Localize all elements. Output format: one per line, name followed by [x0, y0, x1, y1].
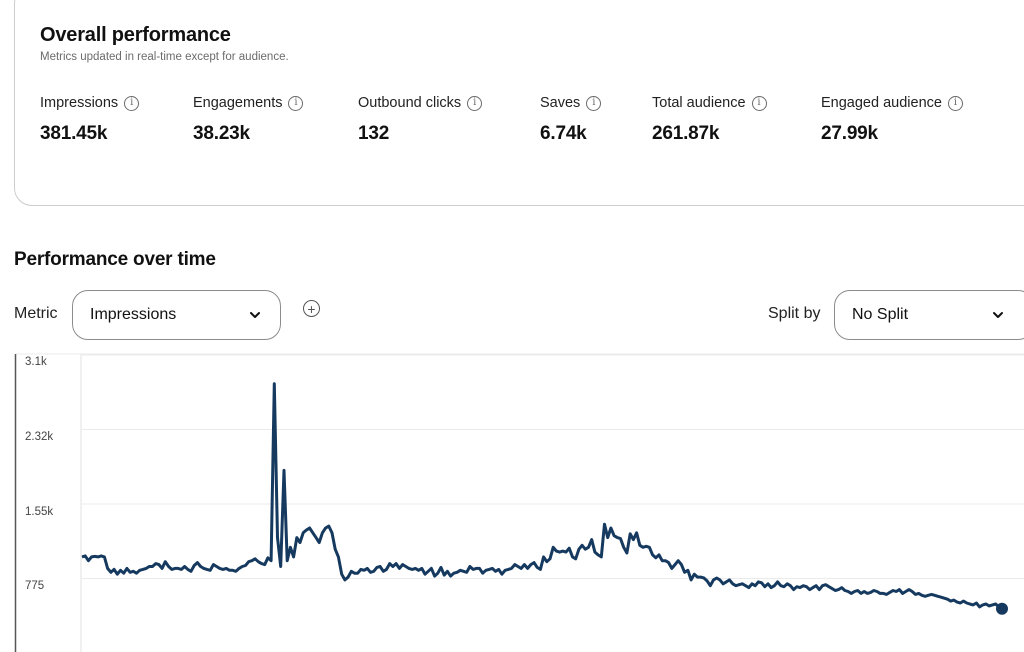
metric-label: Outbound clicks	[358, 95, 462, 111]
metric-value: 132	[358, 123, 390, 144]
metric-outbound-clicks: Outbound clicks i 132	[358, 95, 483, 145]
metric-label: Saves	[540, 95, 581, 111]
metric-label: Engagements	[193, 95, 283, 111]
metric-label: Metric	[14, 305, 58, 322]
metric-value: 38.23k	[193, 123, 250, 144]
plus-circle-icon[interactable]: +	[303, 300, 320, 317]
y-tick-label: 2.32k	[25, 431, 54, 443]
split-by-select[interactable]: No Split	[834, 290, 1024, 340]
metric-value: 6.74k	[540, 123, 587, 144]
metric-saves: Saves i 6.74k	[540, 95, 602, 145]
info-icon[interactable]: i	[751, 95, 767, 111]
y-tick-label: 775	[25, 580, 45, 592]
y-tick-label: 1.55k	[25, 506, 54, 518]
metric-select[interactable]: Impressions	[72, 290, 281, 340]
chevron-down-icon	[250, 312, 260, 318]
chart-canvas	[14, 353, 1024, 652]
info-icon[interactable]: i	[947, 95, 963, 111]
impressions-line-chart[interactable]: 3.1k 2.32k 1.55k 775	[0, 352, 1024, 652]
info-icon[interactable]: i	[288, 95, 304, 111]
metric-total-audience: Total audience i 261.87k	[652, 95, 767, 145]
performance-over-time-title: Performance over time	[14, 249, 216, 270]
metric-label: Total audience	[652, 95, 746, 111]
metric-value: 261.87k	[652, 123, 720, 144]
metric-impressions: Impressions i 381.45k	[40, 95, 140, 145]
overall-performance-title: Overall performance	[40, 24, 231, 46]
metric-label: Engaged audience	[821, 95, 942, 111]
info-icon[interactable]: i	[467, 95, 483, 111]
split-by-label: Split by	[768, 305, 821, 322]
y-tick-label: 3.1k	[25, 356, 47, 368]
metric-engagements: Engagements i 38.23k	[193, 95, 304, 145]
chevron-down-icon	[993, 312, 1003, 318]
overall-performance-card	[14, 0, 1024, 206]
metric-value: 27.99k	[821, 123, 878, 144]
info-icon[interactable]: i	[124, 95, 140, 111]
metric-label: Impressions	[40, 95, 119, 111]
info-icon[interactable]: i	[586, 95, 602, 111]
overall-performance-subtitle: Metrics updated in real-time except for …	[40, 51, 289, 63]
metric-engaged-audience: Engaged audience i 27.99k	[821, 95, 963, 145]
metric-value: 381.45k	[40, 123, 108, 144]
metric-select-value: Impressions	[90, 306, 177, 323]
split-by-select-value: No Split	[852, 306, 909, 323]
